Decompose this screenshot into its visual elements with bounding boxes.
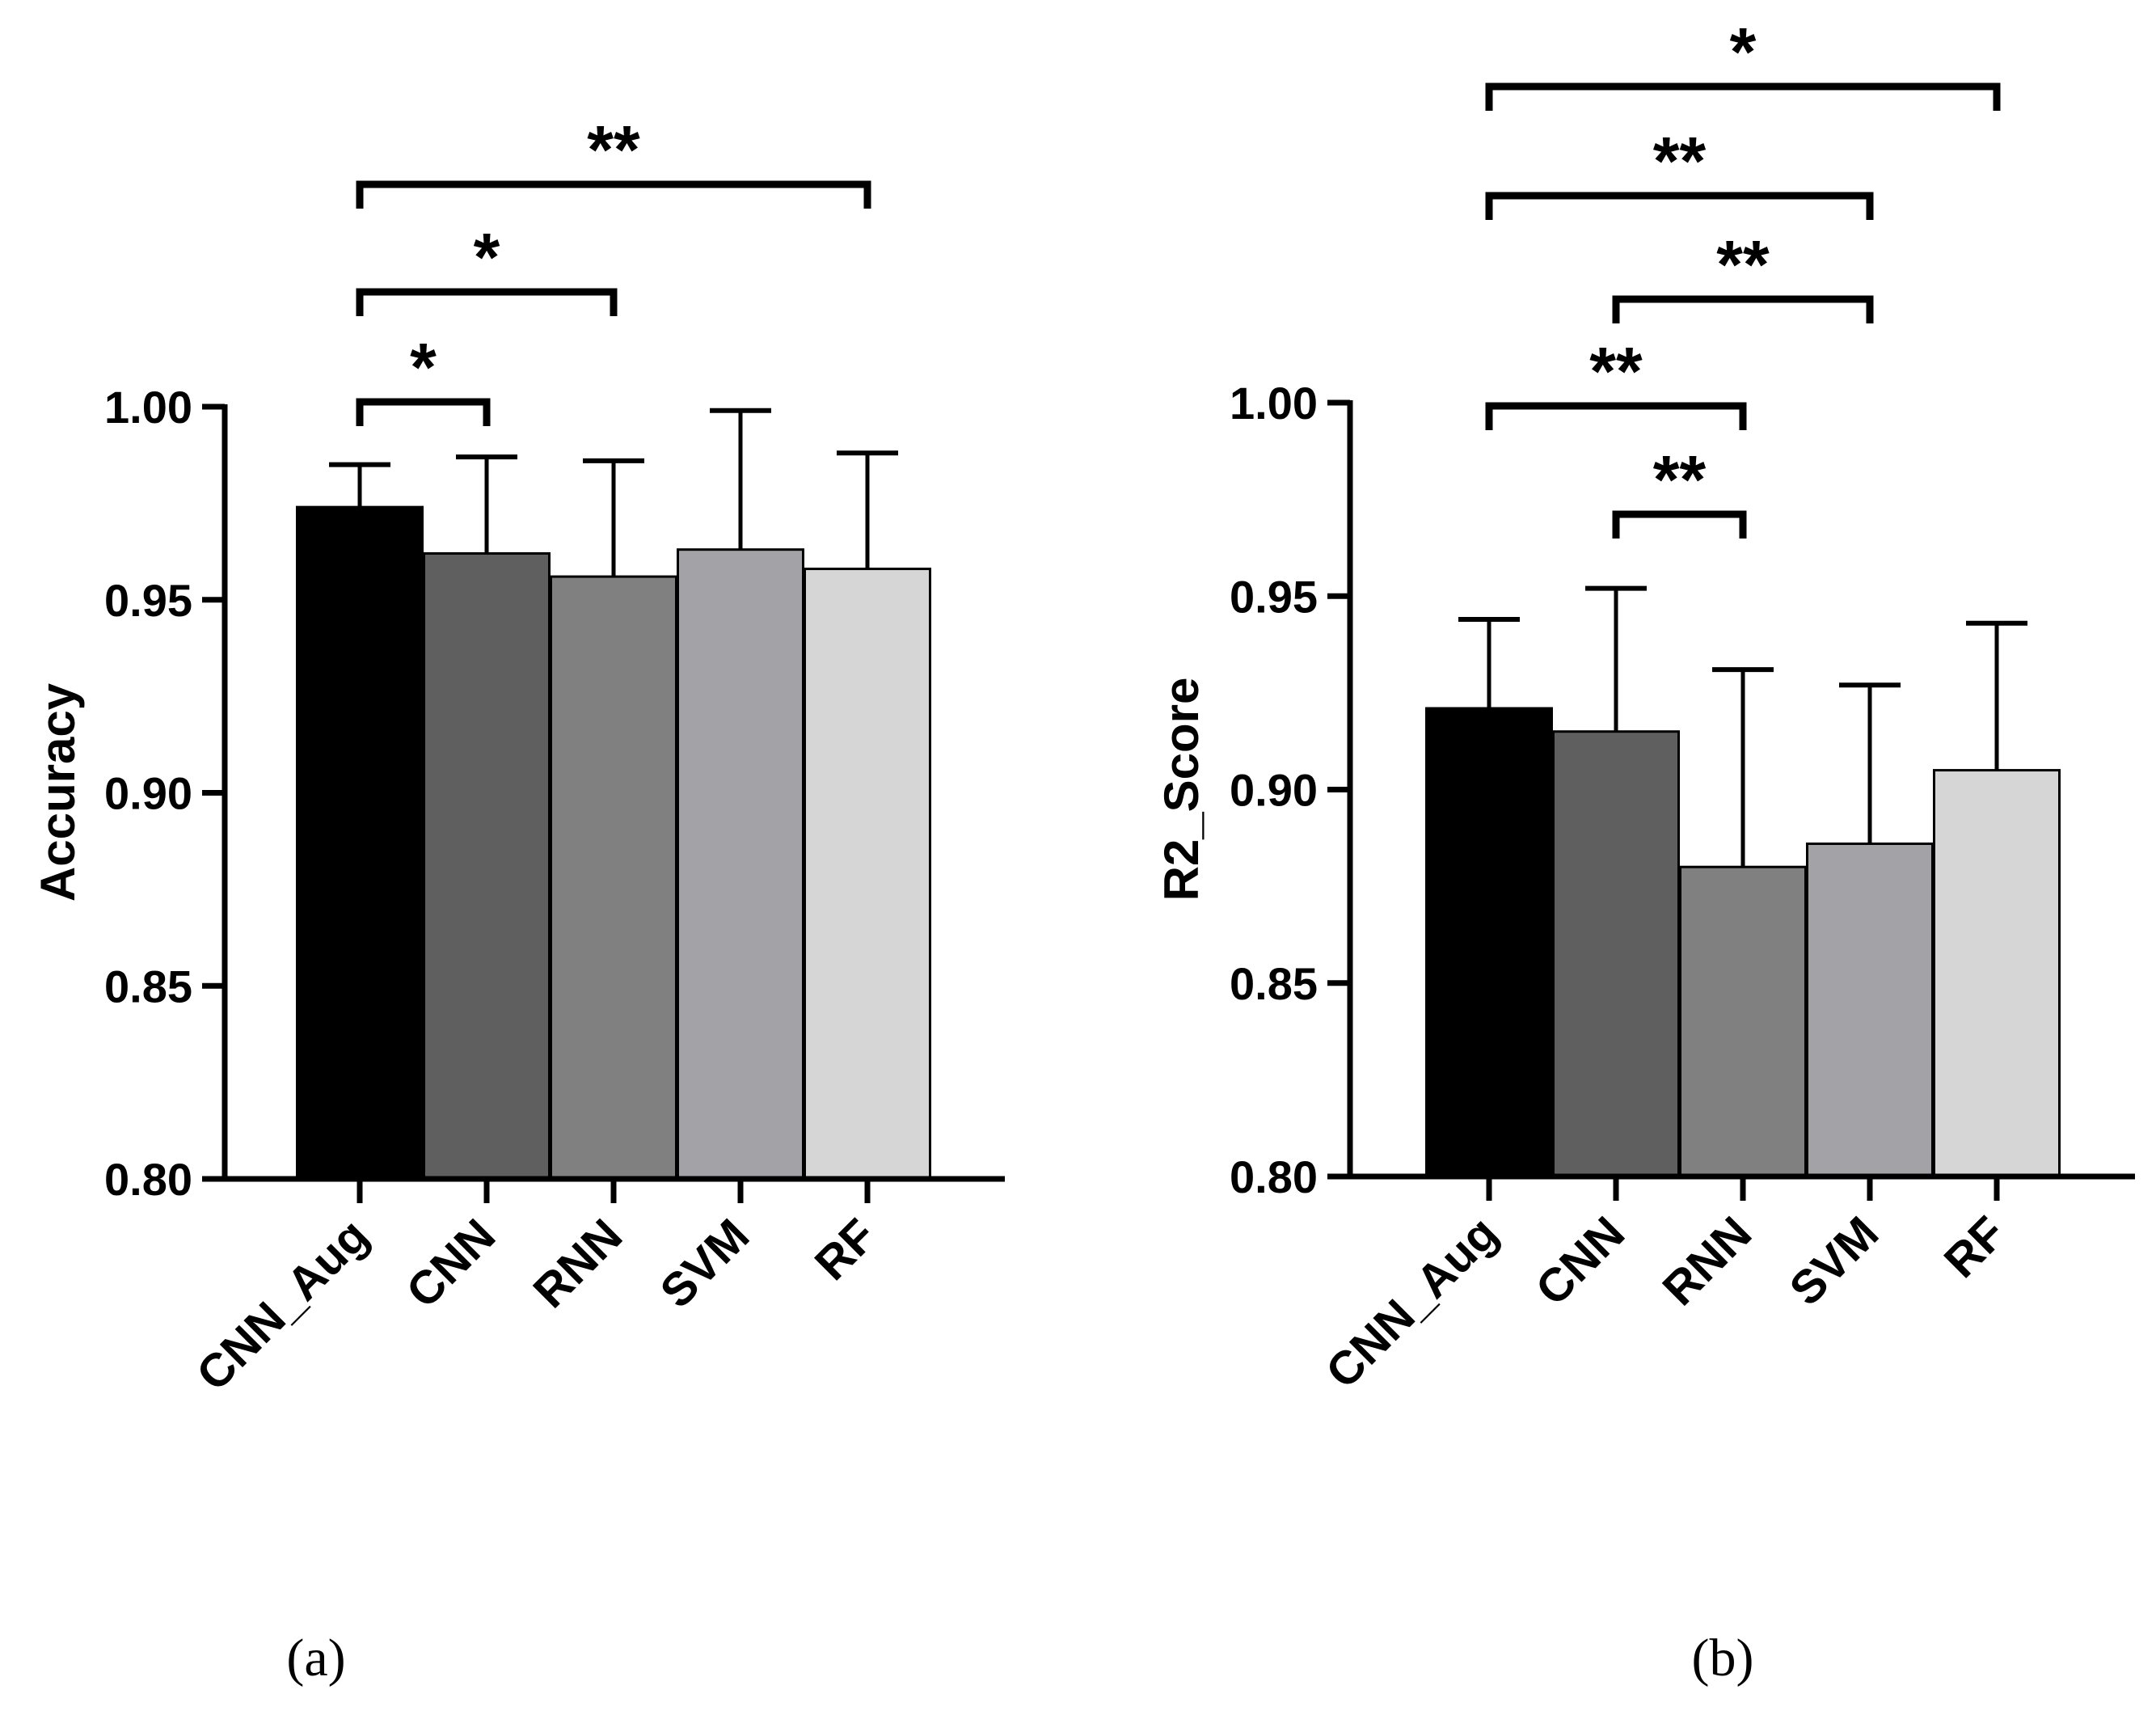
significance-label: ** [587, 112, 640, 188]
y-axis-title: R2_Score [1154, 678, 1209, 902]
panel-b-label: (b) [1692, 1628, 1754, 1688]
significance-label: ** [1716, 226, 1770, 302]
panel-a-chart: 0.80 0.85 0.90 0.95 1.00 CNN_Aug CNN RNN SVM RF Ac… [31, 112, 1005, 1401]
significance-label: ** [1589, 333, 1643, 409]
bar-rnn [1679, 865, 1807, 1178]
significance-bracket [356, 180, 871, 209]
x-tick-label: CNN_Aug [187, 1209, 378, 1400]
y-tick-label: 0.85 [1230, 958, 1318, 1009]
x-tick-label: RNN [1652, 1206, 1762, 1316]
x-tick-label: RF [1934, 1206, 2016, 1288]
bar-svm [677, 548, 804, 1181]
bar-cnn-aug [296, 505, 424, 1181]
bar-cnn-aug [1425, 707, 1553, 1178]
significance-bracket [1612, 510, 1747, 539]
y-tick-label: 0.90 [104, 768, 192, 819]
x-tick-label: CNN [1525, 1206, 1635, 1316]
bar-cnn [1552, 730, 1680, 1178]
y-axis-title: Accuracy [31, 682, 85, 902]
y-tick-label: 1.00 [1230, 378, 1318, 429]
bar-rf [1933, 769, 2061, 1178]
x-tick-label: RNN [523, 1209, 632, 1318]
y-tick-label: 0.95 [104, 575, 192, 626]
y-tick-label: 0.90 [1230, 765, 1318, 816]
y-tick-label: 0.95 [1230, 571, 1318, 622]
significance-label: ** [1653, 441, 1707, 517]
bar-cnn [423, 551, 551, 1181]
y-tick-label: 0.80 [104, 1154, 192, 1205]
x-tick-label: SVM [1779, 1206, 1888, 1316]
significance-bracket [1485, 192, 1874, 220]
significance-label: * [410, 329, 437, 405]
panel-b-chart: 0.80 0.85 0.90 0.95 1.00 CNN_Aug CNN RNN SVM RF R2… [1154, 14, 2135, 1399]
significance-bracket [356, 398, 491, 426]
significance-label: ** [1653, 123, 1707, 199]
significance-bracket [1485, 402, 1747, 430]
significance-label: * [1730, 14, 1757, 90]
significance-bracket [1485, 82, 2001, 111]
y-tick-label: 0.80 [1230, 1151, 1318, 1202]
significance-bracket [356, 288, 618, 316]
y-tick-label: 0.85 [104, 961, 192, 1012]
bar-svm [1806, 842, 1934, 1178]
significance-label: * [474, 219, 500, 295]
x-tick-label: SVM [650, 1209, 759, 1318]
x-tick-label: CNN [396, 1209, 505, 1318]
bar-rf [804, 568, 931, 1181]
x-tick-label: CNN_Aug [1316, 1206, 1508, 1398]
x-tick-label: RF [805, 1209, 887, 1290]
y-tick-label: 1.00 [104, 382, 192, 433]
bar-rnn [550, 575, 677, 1181]
significance-bracket [1612, 295, 1874, 323]
panel-a-label: (a) [286, 1628, 345, 1688]
